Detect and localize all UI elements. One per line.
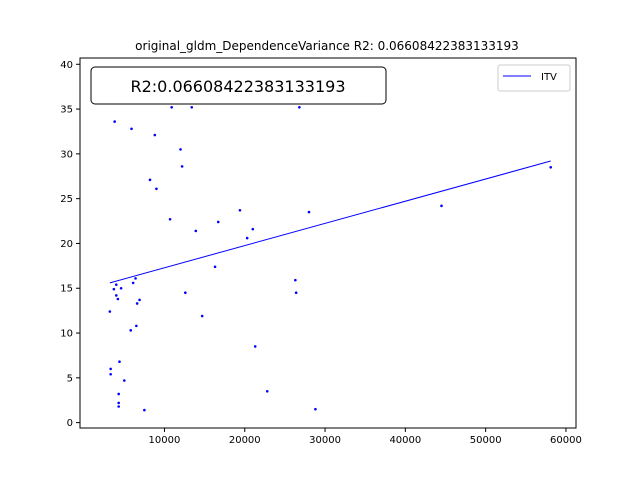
y-tick-label: 25 [60, 194, 73, 205]
data-point [108, 310, 112, 313]
data-point [440, 204, 443, 208]
data-point [114, 283, 118, 286]
data-point [314, 407, 317, 411]
data-point [245, 236, 249, 240]
y-tick-label: 20 [60, 239, 73, 250]
data-point [307, 210, 311, 214]
scatter-points [108, 105, 553, 412]
x-tick-label: 20000 [229, 435, 261, 446]
data-point [112, 287, 116, 291]
data-point [117, 401, 120, 405]
data-point [294, 291, 298, 295]
data-point [194, 229, 198, 233]
data-point [130, 127, 133, 131]
data-point [148, 178, 152, 182]
data-point [180, 165, 184, 168]
data-point [184, 291, 187, 295]
data-point [265, 389, 269, 393]
r2-annotation: R2:0.06608422383133193 [90, 66, 387, 105]
data-point [123, 379, 126, 382]
data-point [251, 227, 255, 231]
y-tick-label: 30 [60, 149, 73, 160]
data-point [119, 286, 123, 290]
data-point [213, 265, 217, 269]
data-point [179, 148, 182, 151]
y-tick-label: 0 [67, 418, 73, 429]
x-tick-label: 60000 [550, 435, 582, 446]
data-point [116, 297, 120, 301]
data-point [294, 278, 297, 282]
data-point [129, 329, 133, 332]
data-point [143, 408, 146, 412]
y-tick-label: 5 [67, 373, 73, 384]
data-point [117, 405, 120, 408]
chart-title: original_gldm_DependenceVariance R2: 0.0… [135, 39, 519, 53]
data-point [109, 372, 112, 376]
x-tick-label: 10000 [149, 435, 181, 446]
data-point [549, 165, 553, 169]
data-point [134, 277, 137, 280]
data-point [135, 324, 138, 328]
data-point [216, 220, 220, 224]
data-point [155, 187, 158, 191]
data-point [190, 105, 194, 109]
r2-annotation-box [90, 66, 387, 105]
legend-box [497, 64, 571, 92]
legend: ITV [497, 64, 571, 92]
data-point [200, 314, 204, 318]
data-point [153, 133, 157, 137]
legend-label: ITV [541, 72, 557, 83]
data-point [135, 302, 139, 305]
regression-line [109, 160, 551, 284]
data-point [114, 294, 118, 297]
data-point [131, 281, 135, 285]
data-point [253, 345, 257, 348]
y-axis: 0 5 10 15 20 25 30 35 40 [60, 60, 80, 429]
data-point [170, 105, 173, 109]
x-tick-label: 50000 [470, 435, 502, 446]
plot-area: 10000 20000 30000 40000 50000 60000 0 5 10 15 20 2… [60, 57, 582, 446]
data-point [109, 367, 112, 371]
r2-annotation-text: R2:0.06608422383133193 [130, 77, 345, 96]
x-tick-label: 40000 [389, 435, 421, 446]
y-tick-label: 15 [60, 284, 73, 295]
x-tick-label: 30000 [309, 435, 341, 446]
y-tick-label: 10 [60, 329, 73, 340]
data-point [113, 120, 116, 123]
data-point [117, 392, 120, 396]
data-point [168, 217, 172, 221]
regression-line-layer [109, 160, 551, 284]
y-tick-label: 35 [60, 105, 73, 116]
data-point [298, 105, 301, 109]
y-tick-label: 40 [60, 60, 73, 71]
data-point [138, 298, 141, 302]
data-point [118, 360, 121, 364]
data-point [238, 209, 242, 212]
x-axis: 10000 20000 30000 40000 50000 60000 [149, 428, 582, 446]
